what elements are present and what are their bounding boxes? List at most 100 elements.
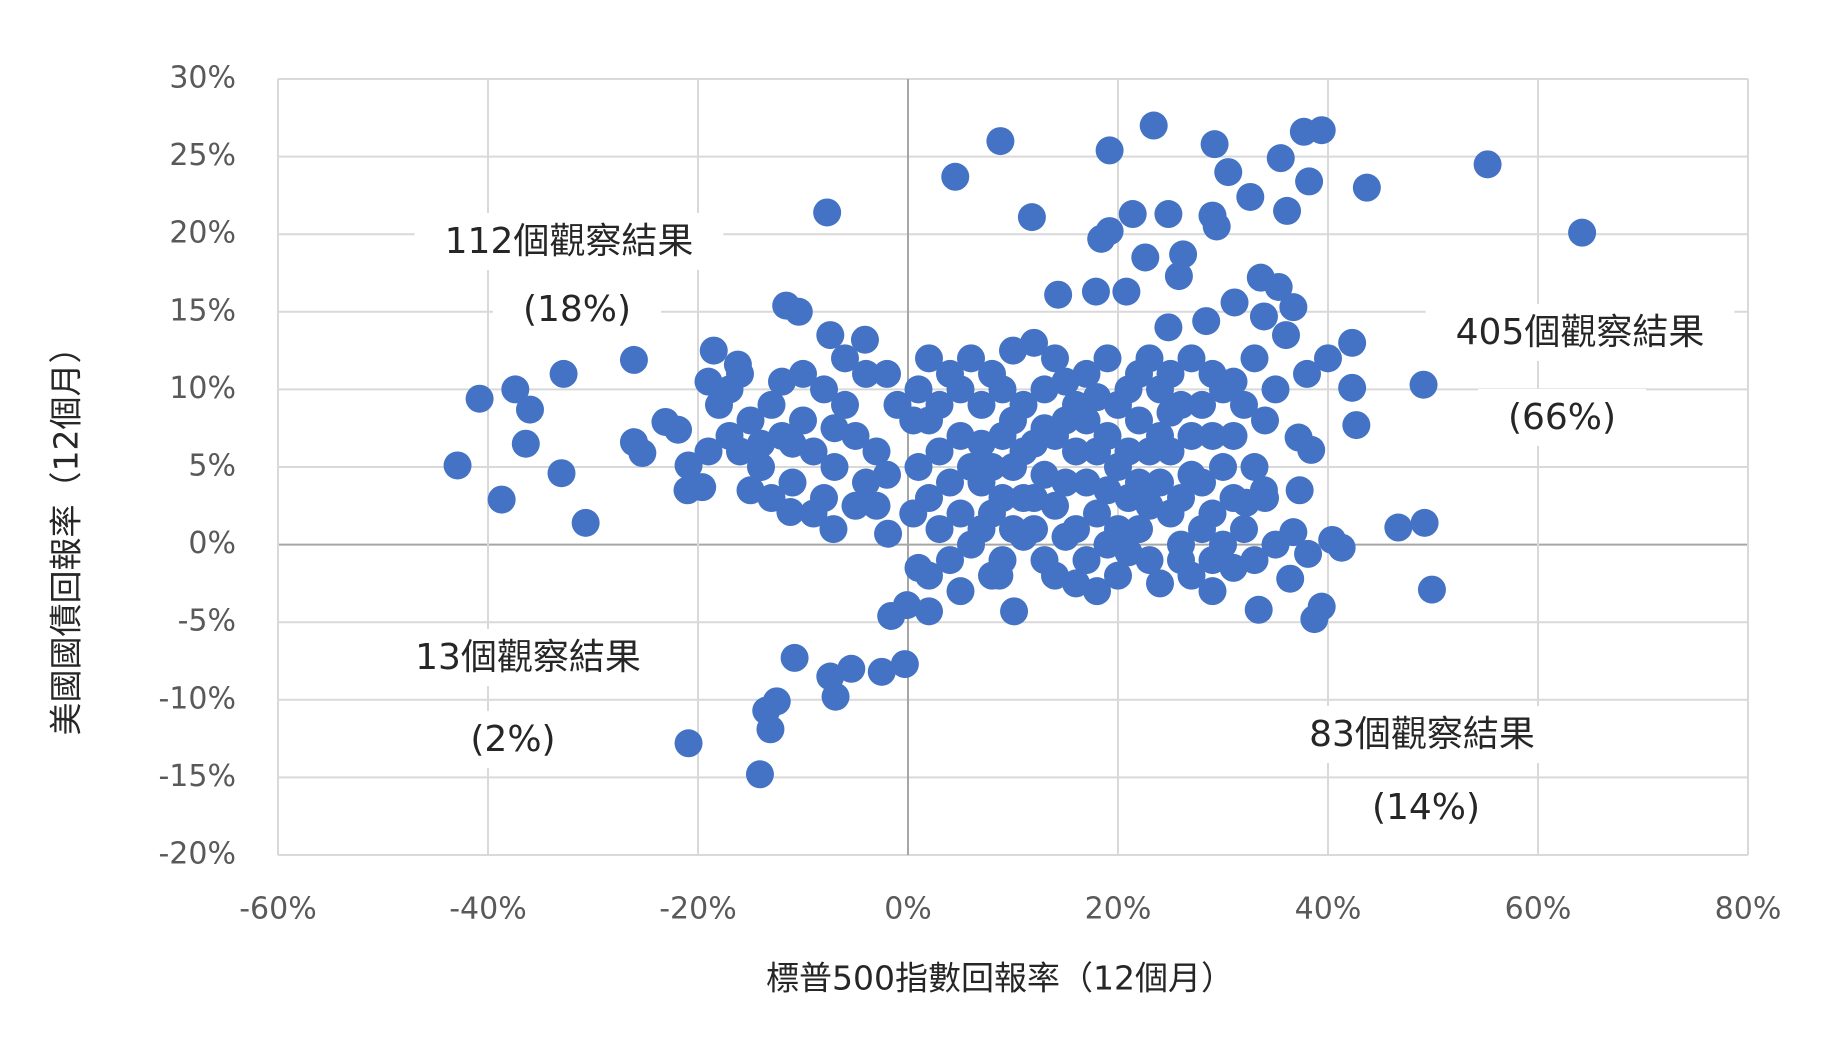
point bbox=[899, 406, 928, 435]
y-tick-label: 25% bbox=[169, 138, 236, 173]
annotation-text: 13個觀察結果 bbox=[415, 637, 641, 678]
point bbox=[1417, 575, 1446, 604]
point bbox=[850, 325, 879, 354]
point bbox=[925, 437, 954, 466]
point bbox=[757, 484, 786, 513]
point bbox=[688, 473, 717, 502]
point bbox=[1125, 515, 1153, 544]
point bbox=[1314, 344, 1342, 373]
point bbox=[1125, 359, 1153, 388]
y-tick-label: -15% bbox=[158, 759, 236, 794]
point bbox=[946, 421, 975, 450]
point bbox=[1020, 328, 1048, 357]
point bbox=[925, 515, 954, 544]
point bbox=[1338, 373, 1367, 402]
point bbox=[1167, 546, 1195, 575]
annotation: (18%) bbox=[492, 281, 662, 338]
x-tick-label: 20% bbox=[1085, 892, 1152, 927]
annotation-text: (14%) bbox=[1372, 787, 1480, 828]
y-tick-label: -20% bbox=[158, 837, 236, 872]
point bbox=[1251, 406, 1279, 435]
point bbox=[516, 395, 544, 424]
point bbox=[946, 375, 975, 404]
point bbox=[799, 437, 828, 466]
point bbox=[1146, 375, 1174, 404]
annotation-bg bbox=[414, 213, 724, 270]
point bbox=[1051, 367, 1080, 396]
x-tick-label: -60% bbox=[239, 892, 317, 927]
point bbox=[1249, 302, 1278, 331]
point bbox=[1220, 288, 1249, 317]
point bbox=[664, 415, 693, 444]
annotation-text: (18%) bbox=[523, 289, 631, 330]
point bbox=[873, 460, 901, 489]
point bbox=[694, 437, 723, 466]
point bbox=[915, 561, 943, 590]
point bbox=[699, 336, 728, 365]
point bbox=[978, 453, 1006, 481]
point bbox=[674, 451, 703, 480]
point bbox=[999, 406, 1027, 435]
point bbox=[1338, 328, 1367, 357]
point bbox=[1342, 411, 1371, 440]
point bbox=[1167, 484, 1195, 513]
annotation-text: (66%) bbox=[1508, 397, 1616, 438]
point bbox=[1198, 577, 1227, 606]
point bbox=[873, 359, 901, 388]
point bbox=[1072, 359, 1101, 388]
point bbox=[745, 760, 774, 789]
point bbox=[1104, 515, 1132, 544]
y-tick-label: 5% bbox=[188, 449, 236, 484]
point bbox=[1230, 515, 1258, 544]
point bbox=[1198, 546, 1227, 575]
point bbox=[967, 429, 996, 458]
point bbox=[813, 198, 842, 227]
point bbox=[736, 476, 765, 505]
y-tick-label: 0% bbox=[188, 526, 236, 561]
point bbox=[1083, 383, 1111, 412]
point bbox=[1293, 359, 1321, 388]
point bbox=[1410, 508, 1439, 537]
point bbox=[1264, 272, 1293, 301]
point bbox=[1202, 212, 1231, 241]
annotation: 13個觀察結果 bbox=[385, 629, 671, 686]
point bbox=[1307, 116, 1336, 145]
point bbox=[1072, 406, 1101, 435]
point bbox=[784, 297, 813, 326]
point bbox=[1020, 484, 1048, 513]
point bbox=[547, 459, 576, 488]
point bbox=[957, 344, 985, 373]
y-tick-label: -10% bbox=[158, 681, 236, 716]
point bbox=[820, 414, 849, 443]
y-tick-label: 30% bbox=[169, 61, 236, 96]
point bbox=[443, 451, 472, 480]
point bbox=[1568, 218, 1597, 247]
point bbox=[1083, 499, 1111, 528]
point bbox=[1276, 564, 1305, 593]
point bbox=[1219, 484, 1248, 513]
point bbox=[1188, 390, 1216, 419]
point bbox=[1285, 476, 1314, 505]
point bbox=[1072, 546, 1101, 575]
point bbox=[831, 390, 859, 419]
point bbox=[1164, 262, 1193, 291]
x-tick-label: -20% bbox=[659, 892, 737, 927]
point bbox=[549, 359, 578, 388]
point bbox=[1219, 553, 1248, 582]
point bbox=[1266, 144, 1295, 173]
point bbox=[1135, 491, 1164, 520]
point bbox=[1177, 421, 1206, 450]
point bbox=[1139, 111, 1168, 140]
point bbox=[1177, 460, 1206, 489]
point bbox=[1087, 224, 1116, 253]
point bbox=[1297, 435, 1326, 464]
point bbox=[1083, 437, 1111, 466]
annotation: (2%) bbox=[440, 711, 586, 768]
point bbox=[1198, 359, 1227, 388]
point bbox=[967, 390, 996, 419]
point bbox=[1156, 398, 1185, 427]
annotation-bg bbox=[492, 281, 662, 338]
point bbox=[820, 453, 849, 481]
point bbox=[862, 437, 891, 466]
point bbox=[1044, 280, 1073, 309]
